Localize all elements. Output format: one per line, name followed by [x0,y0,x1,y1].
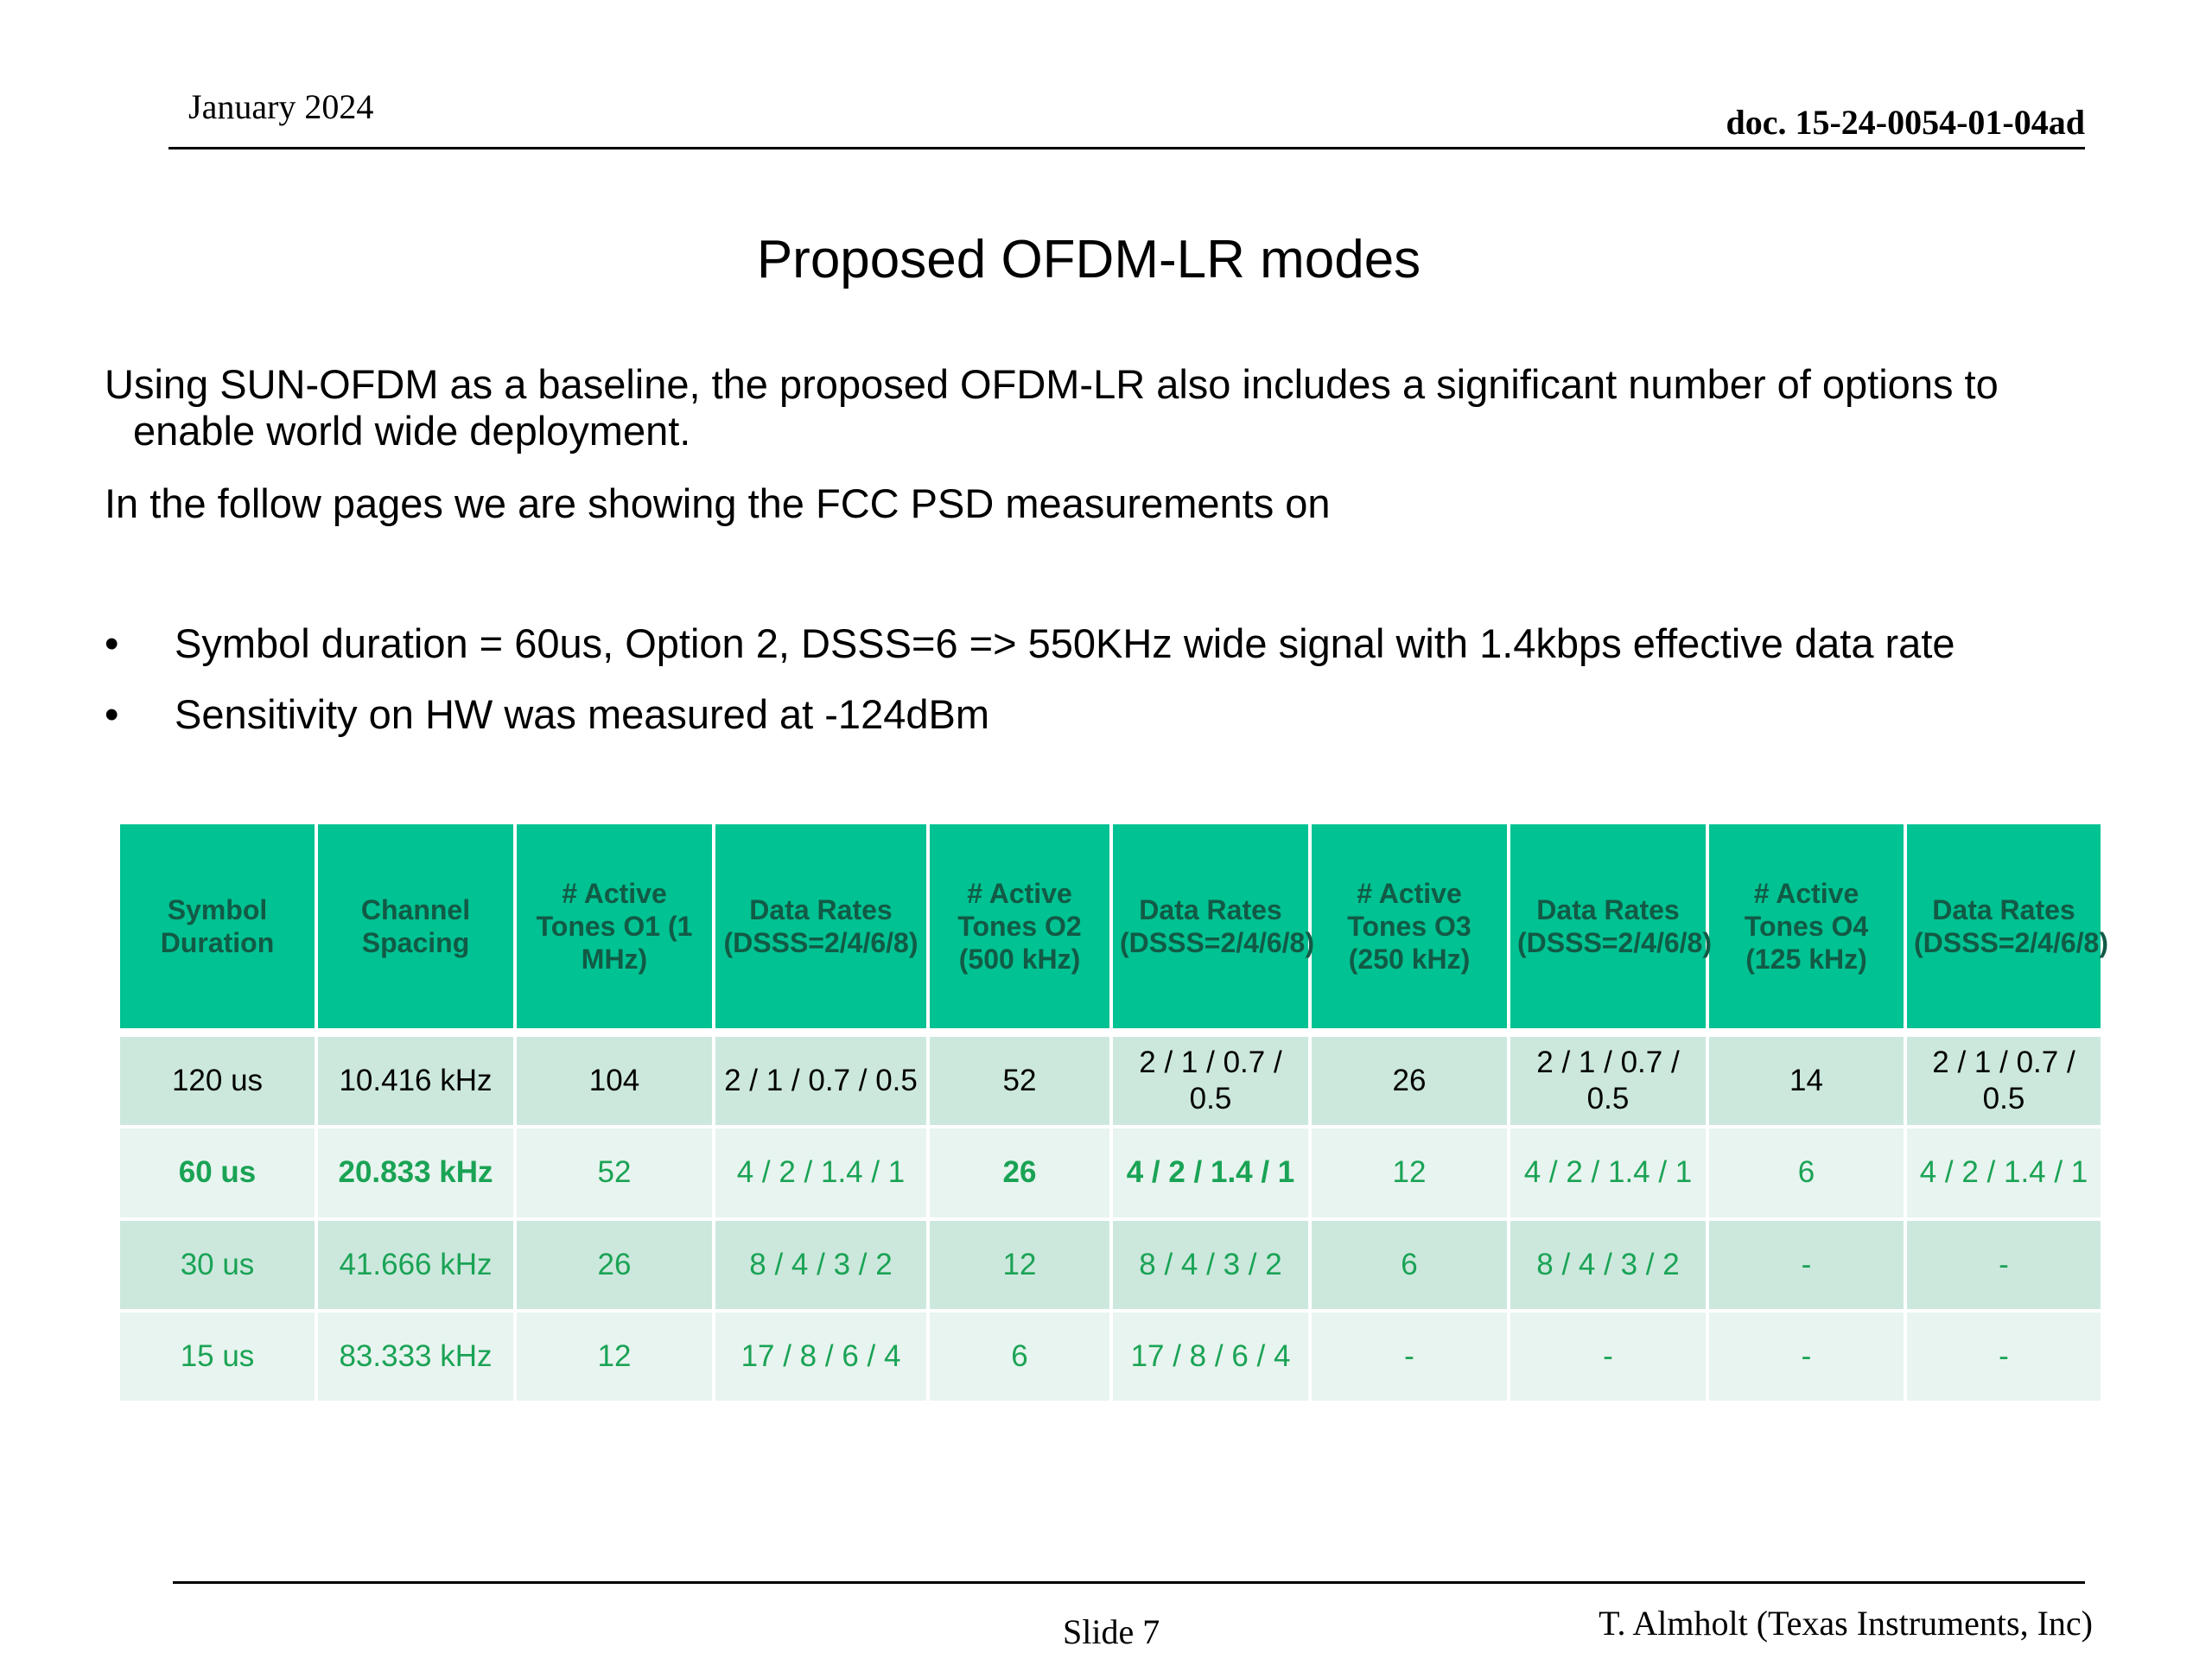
table-cell: 4 / 2 / 1.4 / 1 [1507,1125,1709,1221]
bullet-list: • Symbol duration = 60us, Option 2, DSSS… [105,620,1955,762]
table-cell: 60 us [117,1125,318,1221]
footer-divider [173,1581,2085,1584]
table-cell: 20.833 kHz [315,1125,517,1221]
table-cell: - [1904,1308,2104,1405]
table-cell: 6 [926,1308,1113,1405]
bullet-item: • Symbol duration = 60us, Option 2, DSSS… [105,620,1955,667]
paragraph-measurements: In the follow pages we are showing the F… [105,480,1331,526]
table-cell: 83.333 kHz [315,1308,517,1405]
header-data-rates-o4: Data Rates (DSSS=2/4/6/8) [1904,821,2108,1034]
table-cell: 17 / 8 / 6 / 4 [712,1308,930,1405]
table-cell: 26 [513,1217,715,1313]
bullet-item: • Sensitivity on HW was measured at -124… [105,691,1955,738]
paragraph-baseline: Using SUN-OFDM as a baseline, the propos… [105,361,1999,454]
table-cell: - [1308,1308,1510,1405]
table-cell: 52 [513,1125,715,1221]
bullet-marker: • [105,691,119,737]
table-cell: 12 [513,1308,715,1405]
table-cell: 2 / 1 / 0.7 / 0.5 [1109,1027,1312,1129]
table-cell: 2 / 1 / 0.7 / 0.5 [712,1027,930,1129]
table-cell: 17 / 8 / 6 / 4 [1109,1308,1312,1405]
bullet-marker: • [105,620,119,666]
header-data-rates-o2: Data Rates (DSSS=2/4/6/8) [1109,821,1314,1034]
table-cell: 4 / 2 / 1.4 / 1 [712,1125,930,1221]
table-row: 15 us 83.333 kHz 12 17 / 8 / 6 / 4 6 17 … [117,1308,2104,1405]
table-cell: 6 [1706,1125,1907,1221]
table-cell: 26 [1308,1027,1510,1129]
bullet-text: Symbol duration = 60us, Option 2, DSSS=6… [175,620,1955,666]
bullet-text: Sensitivity on HW was measured at -124dB… [175,691,989,737]
ofdm-modes-table: Symbol Duration Channel Spacing # Active… [117,821,2108,1405]
body-text: Using SUN-OFDM as a baseline, the propos… [105,361,2126,527]
table-cell: - [1507,1308,1709,1405]
table-cell: 15 us [117,1308,318,1405]
header-tones-o4: # Active Tones O4 (125 kHz) [1706,821,1907,1034]
slide-title: Proposed OFDM-LR modes [756,230,1421,289]
table-cell: 4 / 2 / 1.4 / 1 [1904,1125,2104,1221]
table-header-row: Symbol Duration Channel Spacing # Active… [117,821,2108,1034]
table-row: 60 us 20.833 kHz 52 4 / 2 / 1.4 / 1 26 4… [117,1125,2104,1221]
table-cell: - [1706,1308,1907,1405]
table-cell: 6 [1308,1217,1510,1313]
table-cell: 30 us [117,1217,318,1313]
header-data-rates-o1: Data Rates (DSSS=2/4/6/8) [712,821,930,1034]
table-cell: 2 / 1 / 0.7 / 0.5 [1507,1027,1709,1129]
slide-number: Slide 7 [1063,1612,1160,1651]
table-cell: 8 / 4 / 3 / 2 [1109,1217,1312,1313]
table-cell: 8 / 4 / 3 / 2 [1507,1217,1709,1313]
table-row: 30 us 41.666 kHz 26 8 / 4 / 3 / 2 12 8 /… [117,1217,2104,1313]
table-cell: 41.666 kHz [315,1217,517,1313]
table-cell: 12 [926,1217,1113,1313]
table-cell: 12 [1308,1125,1510,1221]
header-tones-o1: # Active Tones O1 (1 MHz) [513,821,715,1034]
table-cell: 10.416 kHz [315,1027,517,1129]
header-symbol-duration: Symbol Duration [117,821,318,1034]
header-data-rates-o3: Data Rates (DSSS=2/4/6/8) [1507,821,1712,1034]
header-doc-id: doc. 15-24-0054-01-04ad [1726,103,2085,142]
table-cell: 8 / 4 / 3 / 2 [712,1217,930,1313]
table-cell: 14 [1706,1027,1907,1129]
table-cell: 2 / 1 / 0.7 / 0.5 [1904,1027,2104,1129]
table-row: 120 us 10.416 kHz 104 2 / 1 / 0.7 / 0.5 … [117,1027,2104,1129]
table-cell: - [1706,1217,1907,1313]
table-cell: 52 [926,1027,1113,1129]
header-tones-o2: # Active Tones O2 (500 kHz) [926,821,1113,1034]
table-cell: 26 [926,1125,1113,1221]
footer-author: T. Almholt (Texas Instruments, Inc) [1599,1604,2093,1643]
header-divider [168,147,2085,149]
table-cell: 4 / 2 / 1.4 / 1 [1109,1125,1312,1221]
header-channel-spacing: Channel Spacing [315,821,517,1034]
table-cell: - [1904,1217,2104,1313]
table-cell: 104 [513,1027,715,1129]
header-tones-o3: # Active Tones O3 (250 kHz) [1308,821,1510,1034]
header-date: January 2024 [188,87,374,126]
table-cell: 120 us [117,1027,318,1129]
